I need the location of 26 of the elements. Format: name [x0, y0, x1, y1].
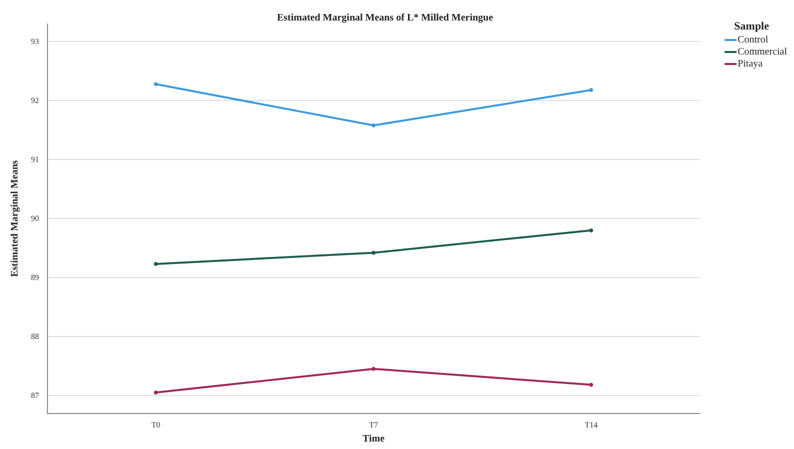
- y-tick-label: 90: [31, 214, 39, 224]
- y-tick-label: 87: [31, 390, 39, 400]
- x-tick-label: T14: [584, 420, 598, 430]
- y-tick-label: 93: [31, 37, 39, 46]
- point: [372, 366, 376, 371]
- point: [372, 123, 376, 128]
- y-tick-label: 92: [31, 96, 39, 106]
- point: [589, 228, 594, 232]
- x-tick-label: T7: [369, 420, 378, 430]
- point: [154, 390, 158, 394]
- point: [154, 262, 158, 266]
- x-tick-label: T0: [151, 420, 160, 430]
- legend-label: Pitaya: [738, 58, 764, 70]
- y-tick-label: 91: [31, 155, 39, 164]
- y-axis-title: Estimated Marginal Means: [10, 160, 21, 277]
- legend-label: Control: [738, 34, 768, 46]
- y-tick-label: 88: [31, 332, 39, 341]
- point: [372, 250, 376, 255]
- chart-title: Estimated Marginal Means of L* Milled Meringue: [276, 12, 494, 24]
- legend-label: Commercial: [738, 46, 788, 58]
- point: [589, 88, 594, 92]
- x-axis-title: Time: [362, 434, 386, 444]
- y-tick-label: 89: [31, 273, 39, 282]
- legend-title: Sample: [734, 20, 770, 32]
- point: [589, 382, 594, 387]
- point: [154, 82, 158, 86]
